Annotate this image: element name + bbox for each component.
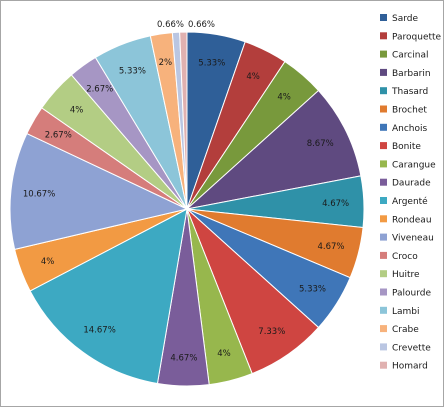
legend-label-3: Carcinal	[392, 51, 428, 61]
legend-swatch-2	[380, 32, 387, 40]
legend-label-2: Paroquette	[392, 32, 442, 42]
legend-swatch-16	[380, 288, 387, 296]
legend-label-8: Bonite	[392, 142, 421, 152]
legend-label-20: Homard	[392, 362, 428, 372]
legend-swatch-9	[380, 160, 387, 168]
legend-swatch-5	[380, 87, 387, 95]
legend-swatch-7	[380, 123, 387, 131]
legend-label-12: Rondeau	[392, 215, 432, 225]
legend-swatch-13	[380, 233, 387, 241]
legend-swatch-8	[380, 142, 387, 150]
legend-swatch-14	[380, 251, 387, 259]
legend-swatch-12	[380, 215, 387, 223]
data-label-10: 4.67%	[170, 354, 197, 364]
legend-label-9: Carangue	[392, 160, 436, 170]
pie-slice-20	[179, 31, 188, 210]
legend-swatch-6	[380, 105, 387, 113]
data-label-8: 7.33%	[258, 327, 285, 337]
legend-label-5: Thasard	[391, 87, 428, 97]
data-label-5: 4.67%	[322, 199, 349, 209]
legend-label-17: Lambi	[392, 307, 420, 317]
legend-swatch-11	[380, 197, 387, 204]
legend-label-19: Crevette	[392, 343, 431, 353]
legend-swatch-17	[380, 306, 387, 314]
legend-label-7: Anchois	[392, 124, 428, 134]
legend-swatch-3	[380, 50, 387, 58]
pie-slice-11	[29, 208, 188, 385]
legend-label-18: Crabe	[392, 325, 419, 335]
data-label-2: 4%	[246, 72, 260, 82]
data-label-3: 4%	[277, 92, 291, 102]
legend-label-16: Palourde	[392, 289, 432, 299]
data-label-18: 2%	[159, 58, 173, 68]
legend-label-11: Argenté	[392, 196, 428, 207]
legend-swatch-20	[380, 361, 387, 369]
legend-swatch-10	[380, 178, 387, 186]
pie-slice-4	[185, 89, 362, 210]
pie-slices	[9, 31, 365, 387]
pie-data-labels: 5.33% 4% 4% 8.67% 4.67% 4.67% 5.33% 7.33% 4% 4.67…	[23, 20, 349, 364]
data-label-11: 14.67%	[83, 325, 115, 335]
data-label-17: 5.33%	[119, 67, 146, 77]
data-label-19: 0.66%	[157, 20, 184, 30]
data-label-7: 5.33%	[299, 285, 326, 295]
legend-label-13: Viveneau	[392, 234, 434, 244]
pie-slice-13	[9, 132, 189, 250]
data-label-4: 8.67%	[307, 139, 334, 149]
data-label-6: 4.67%	[317, 242, 344, 252]
legend-swatch-1	[380, 14, 387, 21]
legend-label-15: Huitre	[392, 270, 420, 280]
legend-label-14: Croco	[392, 252, 418, 262]
legend: Sarde Paroquette Carcinal Barbarin Thasard Br…	[380, 14, 442, 372]
legend-label-6: Brochet	[392, 106, 427, 116]
legend-swatch-4	[380, 68, 387, 76]
data-label-1: 5.33%	[198, 58, 225, 68]
data-label-9: 4%	[217, 349, 231, 359]
data-label-20: 0.66%	[188, 20, 215, 30]
legend-label-4: Barbarin	[392, 69, 431, 79]
legend-swatch-15	[380, 270, 387, 278]
data-label-14: 2.67%	[45, 131, 72, 141]
data-label-12: 4%	[41, 257, 55, 267]
data-label-15: 4%	[70, 105, 84, 115]
legend-swatch-18	[380, 325, 387, 333]
legend-label-10: Daurade	[392, 179, 431, 189]
legend-label-1: Sarde	[392, 14, 418, 24]
data-label-13: 10.67%	[23, 189, 55, 199]
data-label-16: 2.67%	[86, 85, 113, 95]
legend-swatch-19	[380, 343, 387, 351]
